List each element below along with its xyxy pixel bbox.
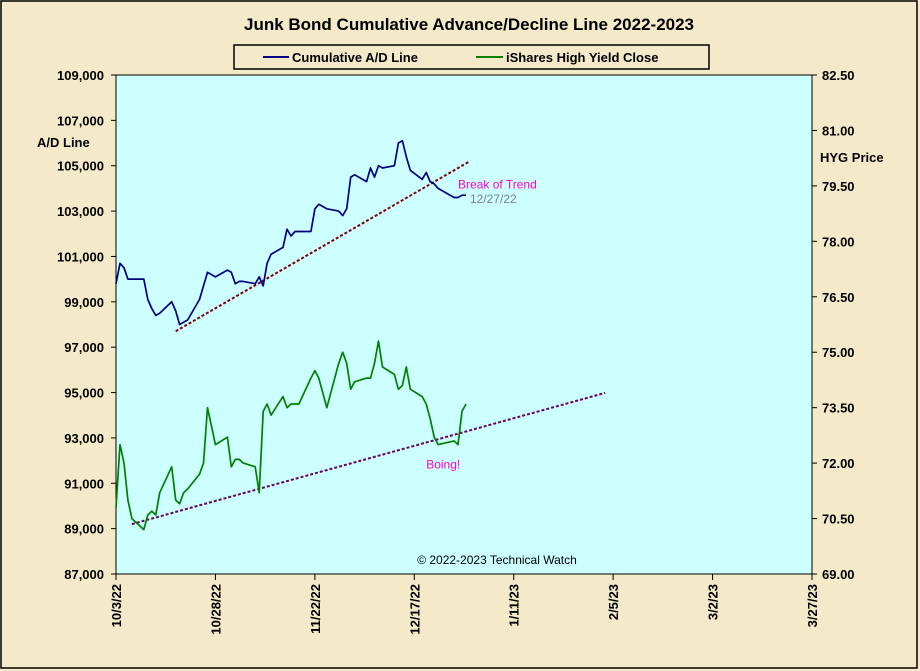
y-left-ticks: 87,000 89,000 91,000 93,000 95,000 97,000 99,0…: [57, 68, 116, 582]
x-tick-label: 1/11/23: [507, 584, 522, 627]
y-left-tick-label: 105,000: [57, 159, 104, 174]
y-right-tick-label: 72.00: [822, 456, 855, 471]
series-ad-line: [115, 139, 466, 326]
x-tick-label: 3/27/23: [805, 584, 820, 627]
y-right-tick-label: 76.50: [822, 290, 855, 305]
y-left-tick-label: 97,000: [64, 340, 104, 355]
trend-line-0: [175, 160, 471, 333]
y-left-tick-label: 101,000: [57, 249, 104, 264]
y-left-tick-label: 103,000: [57, 204, 104, 219]
annotation-1: 12/27/22: [470, 192, 517, 206]
copyright-text: © 2022-2023 Technical Watch: [417, 553, 577, 567]
x-tick-label: 11/22/22: [308, 584, 323, 634]
legend-label-ad-line: Cumulative A/D Line: [292, 50, 418, 65]
annotation-0: Break of Trend: [458, 177, 537, 191]
legend-box: [233, 44, 710, 70]
annotation-2: Boing!: [426, 458, 460, 472]
x-ticks: 10/3/22 10/28/22 11/22/22 12/17/22 1/11/23 2/…: [109, 574, 820, 635]
series-lines: [115, 139, 467, 531]
y-left-axis-label: A/D Line: [37, 135, 90, 150]
y-left-tick-label: 107,000: [57, 113, 104, 128]
y-right-tick-label: 79.50: [822, 179, 855, 194]
y-left-tick-label: 89,000: [64, 522, 104, 537]
y-right-tick-label: 73.50: [822, 401, 855, 416]
y-left-tick-label: 95,000: [64, 386, 104, 401]
y-left-tick-label: 93,000: [64, 431, 104, 446]
y-left-tick-label: 99,000: [64, 295, 104, 310]
y-right-tick-label: 78.00: [822, 234, 855, 249]
x-tick-label: 10/28/22: [208, 584, 223, 635]
legend-label-hyg: iShares High Yield Close: [506, 50, 658, 65]
y-right-tick-label: 69.00: [822, 567, 855, 582]
chart-title: Junk Bond Cumulative Advance/Decline Lin…: [244, 15, 694, 34]
y-left-tick-label: 91,000: [64, 476, 104, 491]
y-left-tick-label: 109,000: [57, 68, 104, 83]
y-right-axis-label: HYG Price: [820, 150, 884, 165]
y-left-tick-label: 87,000: [64, 567, 104, 582]
y-right-tick-label: 75.00: [822, 345, 855, 360]
x-tick-label: 10/3/22: [109, 584, 124, 627]
x-tick-label: 12/17/22: [407, 584, 422, 635]
trend-lines: [131, 160, 606, 526]
legend: Cumulative A/D Line iShares High Yield C…: [233, 44, 710, 70]
y-right-tick-label: 70.50: [822, 512, 855, 527]
y-right-tick-label: 81.00: [822, 123, 855, 138]
x-tick-label: 2/5/23: [606, 584, 621, 620]
series-hyg-close: [115, 340, 467, 531]
plot-area: [115, 74, 813, 575]
y-right-ticks: 69.00 70.50 72.00 73.50 75.00 76.50 78.00 79.50…: [812, 68, 855, 582]
x-tick-label: 3/2/23: [706, 584, 721, 620]
trend-line-1: [131, 391, 606, 526]
y-right-tick-label: 82.50: [822, 68, 855, 83]
